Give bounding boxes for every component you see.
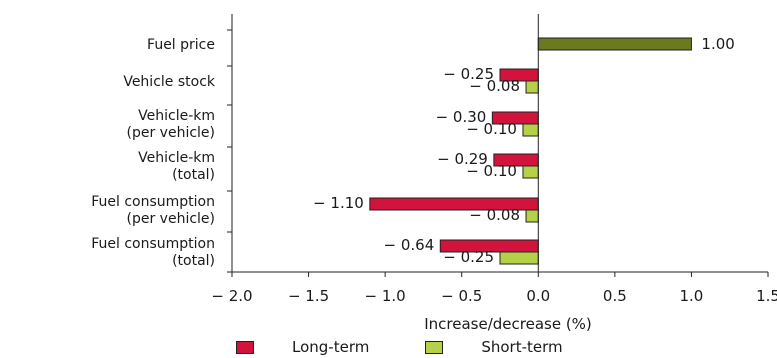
axes-layer (227, 14, 769, 277)
legend-swatch-long-term (236, 340, 254, 354)
x-tick-label: 0.0 (526, 287, 550, 305)
data-label-long-term: − 0.64 (384, 236, 435, 254)
legend-label-long-term: Long-term (292, 338, 370, 356)
x-tick-label: − 1.0 (365, 287, 406, 305)
category-label: (per vehicle) (127, 211, 216, 227)
data-label: 1.00 (701, 35, 734, 53)
x-tick-label: 1.5 (756, 287, 777, 305)
data-label-short-term: − 0.10 (466, 120, 517, 138)
legend-item-long-term: Long-term (236, 338, 369, 356)
x-tick-label: − 0.5 (441, 287, 482, 305)
category-label: Vehicle-km (138, 108, 215, 124)
data-label-long-term: − 0.25 (443, 65, 494, 83)
bar-short-term (525, 209, 539, 223)
category-label: Fuel consumption (91, 194, 215, 210)
x-axis-title: Increase/decrease (%) (424, 315, 592, 333)
data-label-short-term: − 0.08 (469, 77, 520, 95)
legend-item-short-term: Short-term (425, 338, 563, 356)
data-label-short-term: − 0.10 (466, 162, 517, 180)
bar-fuel-price (537, 37, 692, 51)
legend-label-short-term: Short-term (481, 338, 563, 356)
x-tick-label: 1.0 (679, 287, 703, 305)
x-tick-label: − 2.0 (211, 287, 252, 305)
data-label-short-term: − 0.25 (443, 248, 494, 266)
category-label: (total) (172, 253, 215, 269)
bar-short-term (522, 123, 539, 137)
legend: Long-term Short-term (236, 338, 619, 356)
category-label: (per vehicle) (127, 125, 216, 141)
category-label: Vehicle stock (123, 74, 216, 90)
bar-short-term (525, 80, 539, 94)
x-tick-label: − 1.5 (288, 287, 329, 305)
data-label-long-term: − 0.30 (436, 108, 487, 126)
data-label-long-term: − 1.10 (313, 194, 364, 212)
bars-layer (369, 37, 692, 265)
category-label: Fuel consumption (91, 236, 215, 252)
data-label-long-term: − 0.29 (437, 150, 488, 168)
category-label: Vehicle-km (138, 150, 215, 166)
bar-short-term (499, 251, 539, 265)
category-label: (total) (172, 167, 215, 183)
data-label-short-term: − 0.08 (469, 206, 520, 224)
legend-swatch-short-term (425, 340, 444, 354)
category-label: Fuel price (147, 37, 215, 53)
bar-short-term (522, 165, 539, 179)
x-tick-label: 0.5 (603, 287, 627, 305)
